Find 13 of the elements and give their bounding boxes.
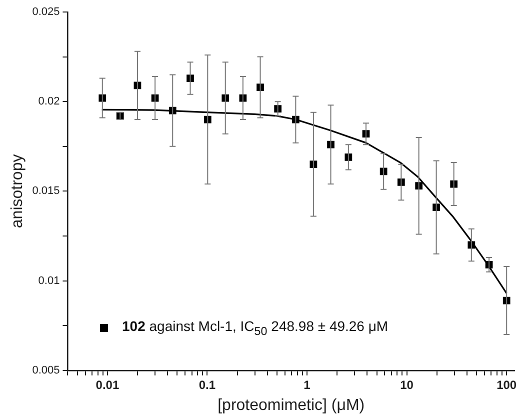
y-tick-label: 0.02 bbox=[38, 96, 60, 108]
x-tick-label: 100 bbox=[496, 378, 517, 392]
x-tick-label: 1 bbox=[304, 378, 311, 392]
y-tick-label: 0.01 bbox=[38, 274, 60, 287]
x-axis-title: [proteomimetic] (μM) bbox=[218, 396, 365, 414]
y-tick-label: 0.005 bbox=[32, 364, 60, 376]
y-axis-title: anisotropy bbox=[9, 154, 26, 228]
y-tick-label: 0.025 bbox=[32, 6, 60, 18]
x-tick-label: 10 bbox=[400, 378, 414, 392]
x-tick-label: 0.01 bbox=[96, 378, 120, 392]
x-tick-label: 0.1 bbox=[198, 378, 216, 392]
legend-label: 102 against Mcl-1, IC$_{50}$ 248.98 ± 49.26 μM bbox=[122, 318, 388, 338]
y-tick-label: 0.015 bbox=[32, 185, 60, 198]
